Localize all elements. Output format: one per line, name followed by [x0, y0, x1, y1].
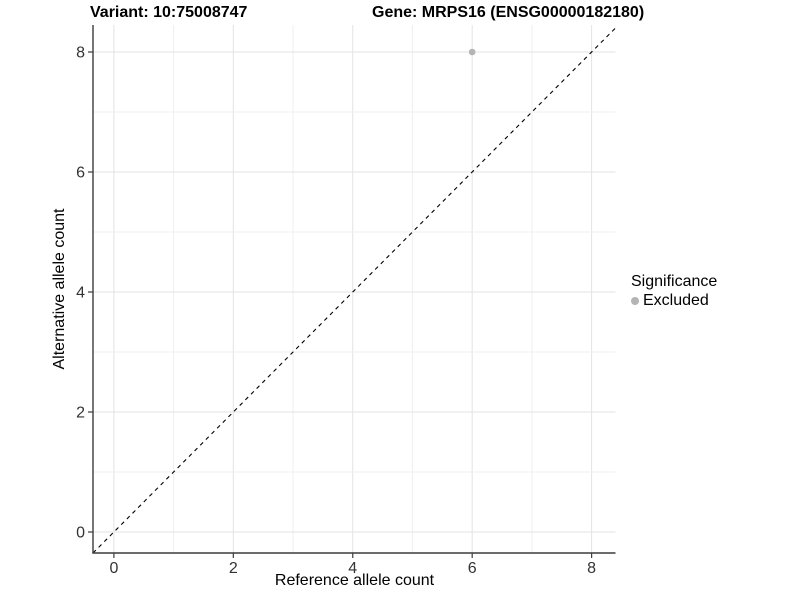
y-tick-label: 6	[76, 165, 85, 182]
plot-title-variant: Variant: 10:75008747	[90, 4, 248, 21]
identity-line	[92, 27, 616, 554]
x-tick-label: 0	[109, 560, 118, 577]
y-axis-title: Alternative allele count	[51, 208, 68, 370]
legend-title: Significance	[631, 273, 718, 290]
x-tick-label: 6	[468, 560, 477, 577]
legend: Significance Excluded	[631, 272, 717, 310]
y-tick-label: 8	[76, 45, 85, 62]
legend-item-excluded: Excluded	[631, 291, 717, 310]
data-point	[468, 48, 476, 56]
y-tick-label: 4	[76, 285, 85, 302]
legend-point-icon	[631, 296, 639, 305]
y-tick-label: 0	[76, 525, 85, 542]
legend-item-label: Excluded	[643, 292, 709, 309]
x-tick-label: 8	[587, 560, 596, 577]
x-tick-label: 4	[348, 560, 357, 577]
x-tick-label: 2	[229, 560, 238, 577]
plot-title-gene: Gene: MRPS16 (ENSG00000182180)	[372, 4, 645, 21]
y-tick-label: 2	[76, 405, 85, 422]
x-axis-title: Reference allele count	[274, 572, 435, 589]
